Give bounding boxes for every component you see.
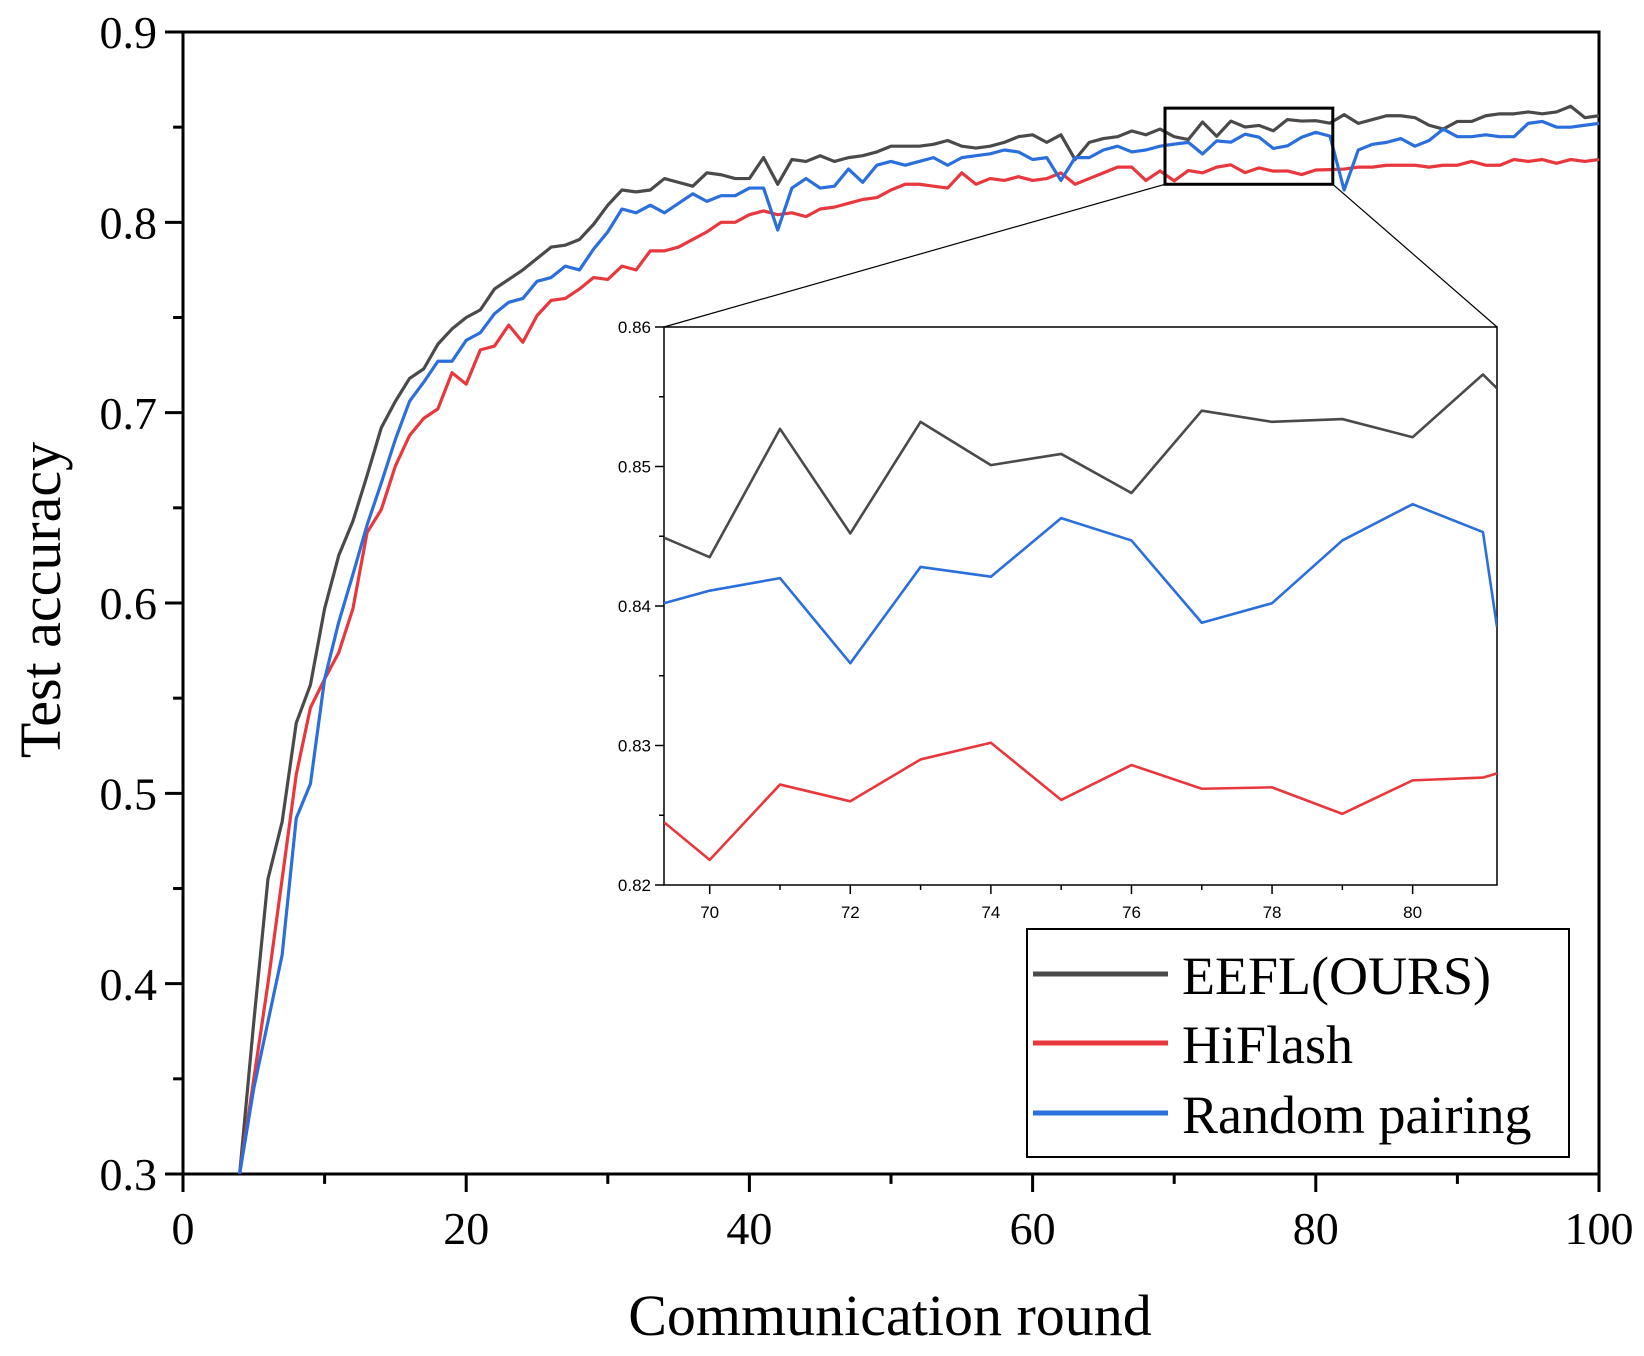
- main-y-tick-label: 0.4: [100, 959, 158, 1010]
- x-axis-label: Communication round: [628, 1283, 1152, 1348]
- main-x-tick-label: 0: [172, 1203, 195, 1254]
- main-x-tick-label: 40: [726, 1203, 772, 1254]
- y-axis-label: Test accuracy: [8, 442, 73, 758]
- main-x-tick-label: 20: [443, 1203, 489, 1254]
- inset-series-line-1: [664, 373, 1497, 559]
- main-y-tick-label: 0.8: [100, 197, 158, 248]
- legend-label-random-pairing: Random pairing: [1182, 1085, 1531, 1145]
- inset-y-tick-label: 0.86: [618, 318, 651, 337]
- inset-series-line-2: [664, 741, 1497, 862]
- main-y-tick-label: 0.3: [100, 1149, 158, 1200]
- main-x-tick-label: 60: [1010, 1203, 1056, 1254]
- inset-x-tick-label: 76: [1122, 903, 1141, 922]
- inset-x-tick-label: 74: [981, 903, 1000, 922]
- inset-y-tick-label: 0.84: [618, 597, 651, 616]
- inset-x-tick-label: 72: [841, 903, 860, 922]
- inset-plot: 70 72 74 76 78 80 0.82 0.83 0.84 0.85 0.86: [618, 318, 1498, 922]
- main-series-group: [238, 104, 1599, 1174]
- inset-series-group: [664, 373, 1497, 862]
- zoom-connector-right: [1332, 183, 1498, 328]
- main-series-line-2: [238, 157, 1599, 1174]
- main-x-tick-label: 100: [1565, 1203, 1634, 1254]
- main-x-tick-label: 80: [1293, 1203, 1339, 1254]
- zoom-region-box: [1163, 106, 1335, 186]
- inset-y-tick-label: 0.83: [618, 736, 651, 755]
- main-y-tick-label: 0.7: [100, 388, 158, 439]
- legend: EEFL(OURS) HiFlash Random pairing: [1026, 928, 1570, 1158]
- inset-frame: [663, 326, 1498, 886]
- inset-y-tick-label: 0.85: [618, 457, 651, 476]
- inset-y-tick-label: 0.82: [618, 876, 651, 895]
- inset-x-tick-label: 80: [1403, 903, 1422, 922]
- legend-label-hiflash: HiFlash: [1182, 1015, 1353, 1075]
- main-series-line-1: [238, 104, 1599, 1174]
- zoom-connector-left: [663, 183, 1166, 328]
- inset-x-tick-label: 70: [700, 903, 719, 922]
- main-y-tick-label: 0.5: [100, 768, 158, 819]
- main-y-tick-label: 0.9: [100, 7, 158, 58]
- main-series-line-3: [238, 119, 1599, 1174]
- main-y-tick-label: 0.6: [100, 578, 158, 629]
- zoom-connector-lines: [663, 106, 1498, 328]
- inset-series-line-3: [664, 502, 1497, 665]
- legend-label-eefl: EEFL(OURS): [1182, 946, 1491, 1006]
- inset-x-tick-label: 78: [1263, 903, 1282, 922]
